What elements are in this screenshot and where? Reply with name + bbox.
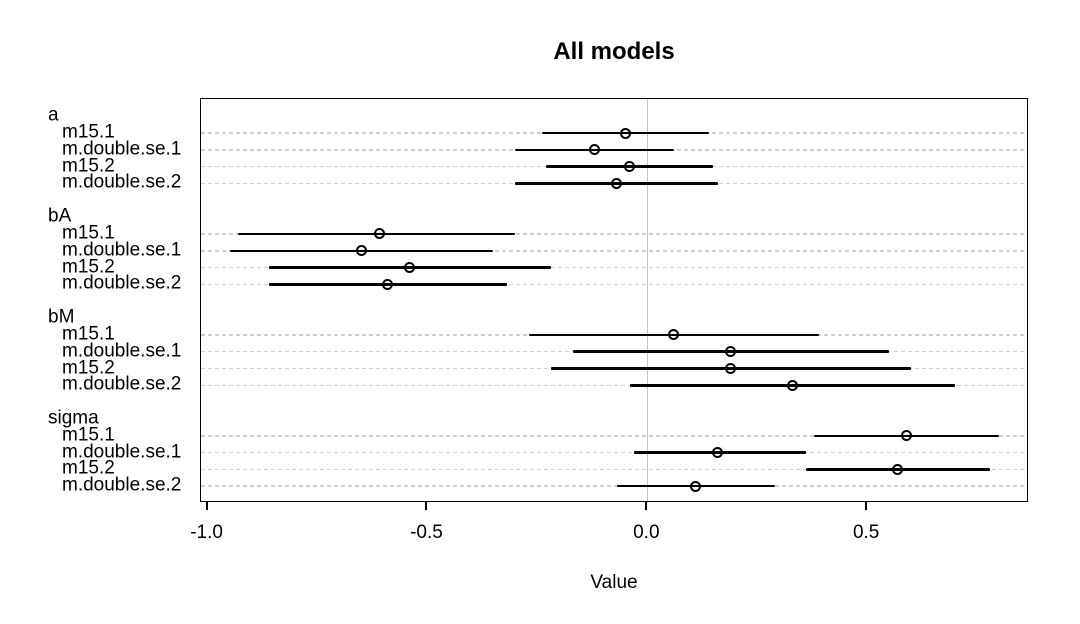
model-label: m15.1	[62, 424, 115, 446]
plot-box	[200, 98, 1028, 502]
gridline	[201, 451, 1027, 454]
model-label: m.double.se.2	[62, 171, 182, 193]
group-label-bM: bM	[48, 306, 75, 328]
model-label: m15.2	[62, 155, 115, 177]
point-marker	[690, 480, 702, 492]
plot-area	[201, 99, 1027, 501]
x-tick	[425, 502, 428, 510]
point-marker	[901, 430, 913, 442]
model-label: m15.2	[62, 256, 115, 278]
zero-reference-line	[646, 99, 649, 501]
x-tick	[205, 502, 208, 510]
point-marker	[619, 127, 631, 139]
model-label: m15.1	[62, 222, 115, 244]
model-label: m.double.se.1	[62, 340, 182, 362]
gridline	[201, 384, 1027, 387]
point-marker	[712, 447, 724, 459]
gridline	[201, 435, 1027, 437]
group-label-sigma: sigma	[48, 407, 99, 429]
gridline	[201, 283, 1027, 286]
point-marker	[355, 245, 367, 257]
x-tick-label: -0.5	[410, 522, 443, 543]
x-tick-label: -1.0	[190, 522, 223, 543]
gridline	[201, 266, 1027, 269]
x-tick	[645, 502, 648, 510]
gridline	[201, 233, 1027, 235]
point-marker	[611, 177, 623, 189]
model-label: m15.2	[62, 457, 115, 479]
point-marker	[892, 463, 904, 475]
model-label: m.double.se.2	[62, 373, 182, 395]
point-marker	[382, 278, 394, 290]
gridline	[201, 468, 1027, 471]
x-tick-label: 0.5	[852, 522, 880, 543]
point-marker	[725, 363, 737, 374]
group-label-a: a	[48, 104, 59, 126]
point-marker	[589, 144, 601, 156]
gridline	[201, 250, 1027, 252]
point-marker	[786, 379, 798, 391]
point-marker	[373, 228, 385, 240]
gridline	[201, 485, 1027, 487]
model-label: m15.1	[62, 121, 115, 143]
point-marker	[624, 161, 636, 173]
model-label: m15.2	[62, 357, 115, 378]
x-tick-label: 0.0	[633, 522, 660, 543]
model-label: m.double.se.2	[62, 474, 182, 496]
point-marker	[404, 262, 416, 274]
group-label-bA: bA	[48, 205, 72, 227]
x-tick	[865, 502, 868, 510]
model-label: m.double.se.1	[62, 239, 182, 261]
model-label: m15.1	[62, 323, 115, 345]
model-label: m.double.se.2	[62, 272, 182, 294]
point-marker	[725, 346, 737, 358]
x-axis-label: Value	[590, 572, 638, 593]
model-label: m.double.se.1	[62, 441, 182, 463]
chart-title: All models	[553, 38, 675, 65]
model-label: m.double.se.1	[62, 138, 182, 160]
point-marker	[668, 329, 680, 341]
